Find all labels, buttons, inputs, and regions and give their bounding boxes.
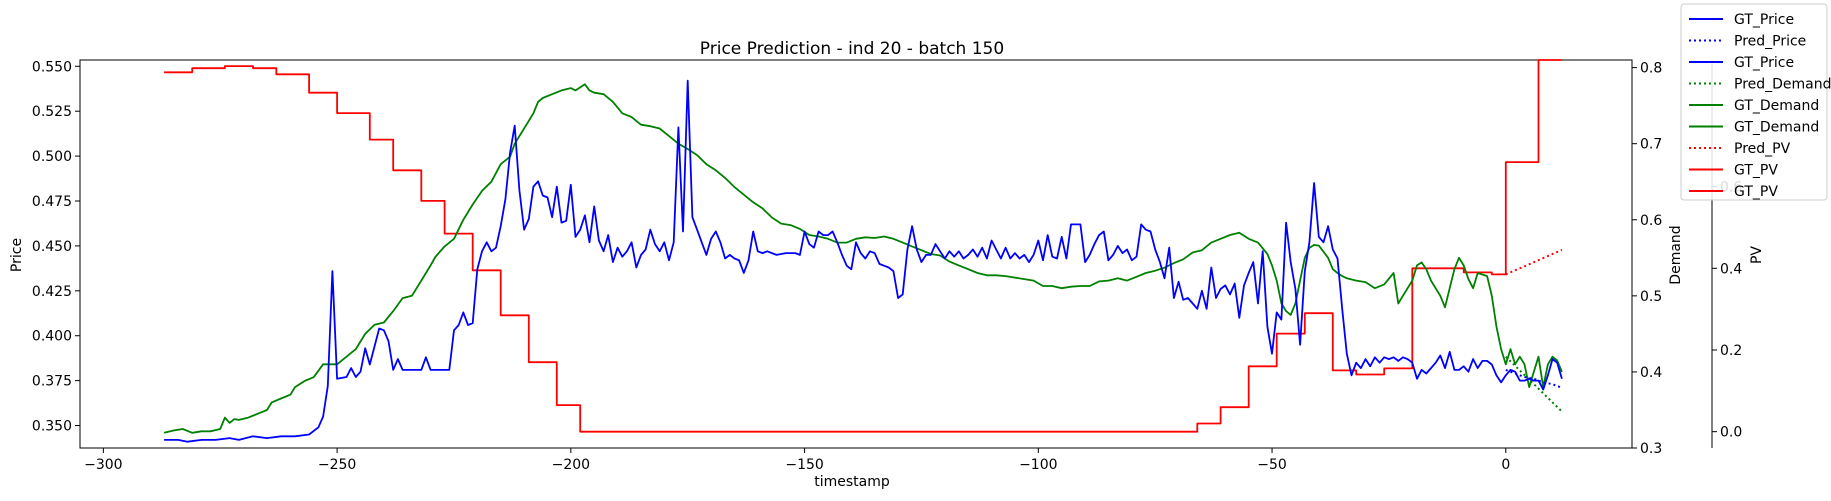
series-pred-pv-line: [1505, 248, 1563, 276]
legend-label: GT_PV: [1734, 163, 1778, 179]
x-axis: −300 −250 −200 −150 −100 −50 0: [84, 448, 1510, 473]
series-layer: [163, 59, 1563, 443]
price-axis: 0.350 0.375 0.400 0.425 0.450 0.475 0.500 0.525…: [32, 59, 80, 435]
x-axis-label: timestamp: [814, 474, 890, 490]
price-tick-label: 0.475: [32, 194, 72, 210]
legend-label: Pred_PV: [1734, 141, 1791, 157]
series-gt-price-line: [164, 79, 1563, 443]
legend-box: [1680, 3, 1828, 201]
series-gt-pv-line: [164, 59, 1562, 433]
series-gt-demand-line: [163, 83, 1563, 434]
series-pred-demand-line: [1505, 355, 1563, 413]
pv-tick-label: 0.2: [1720, 343, 1742, 359]
price-tick-label: 0.500: [32, 149, 72, 165]
price-tick-label: 0.425: [32, 284, 72, 300]
demand-axis: 0.3 0.4 0.5 0.6 0.7 0.8: [1632, 61, 1662, 457]
legend-label: GT_Price: [1734, 12, 1794, 28]
chart-title: Price Prediction - ind 20 - batch 150: [700, 39, 1004, 59]
demand-tick-label: 0.7: [1640, 137, 1662, 153]
demand-tick-label: 0.8: [1640, 61, 1662, 77]
x-tick-label: 0: [1501, 457, 1510, 473]
x-tick-label: −100: [1019, 457, 1057, 473]
price-tick-label: 0.550: [32, 59, 72, 75]
legend-label: GT_Price: [1734, 55, 1794, 71]
plot-frame: [79, 59, 1633, 449]
plot-area: [79, 59, 1633, 449]
price-tick-label: 0.400: [32, 329, 72, 345]
price-tick-label: 0.525: [32, 104, 72, 120]
demand-tick-label: 0.6: [1640, 213, 1662, 229]
demand-axis-label: Demand: [1668, 225, 1684, 284]
demand-tick-label: 0.4: [1640, 365, 1662, 381]
x-tick-label: −200: [552, 457, 590, 473]
x-tick-label: −300: [84, 457, 122, 473]
legend-label: Pred_Demand: [1734, 77, 1831, 93]
legend-label: GT_Demand: [1734, 98, 1819, 114]
x-tick-label: −50: [1257, 457, 1287, 473]
legend-label: GT_Demand: [1734, 120, 1819, 136]
legend-entries: GT_Price Pred_Price GT_Price Pred_Demand GT_…: [1689, 12, 1831, 200]
price-tick-label: 0.450: [32, 239, 72, 255]
legend: GT_Price Pred_Price GT_Price Pred_Demand GT_…: [1680, 3, 1831, 201]
pv-tick-label: 0.0: [1720, 425, 1742, 441]
x-tick-label: −250: [318, 457, 356, 473]
legend-label: GT_PV: [1734, 184, 1778, 200]
legend-label: Pred_Price: [1734, 34, 1806, 50]
price-tick-label: 0.350: [32, 419, 72, 435]
price-axis-label: Price: [9, 238, 25, 272]
demand-tick-label: 0.5: [1640, 289, 1662, 305]
x-tick-label: −150: [785, 457, 823, 473]
pv-axis-label: PV: [1749, 246, 1765, 264]
price-tick-label: 0.375: [32, 374, 72, 390]
demand-tick-label: 0.3: [1640, 441, 1662, 457]
pv-tick-label: 0.4: [1720, 261, 1742, 277]
